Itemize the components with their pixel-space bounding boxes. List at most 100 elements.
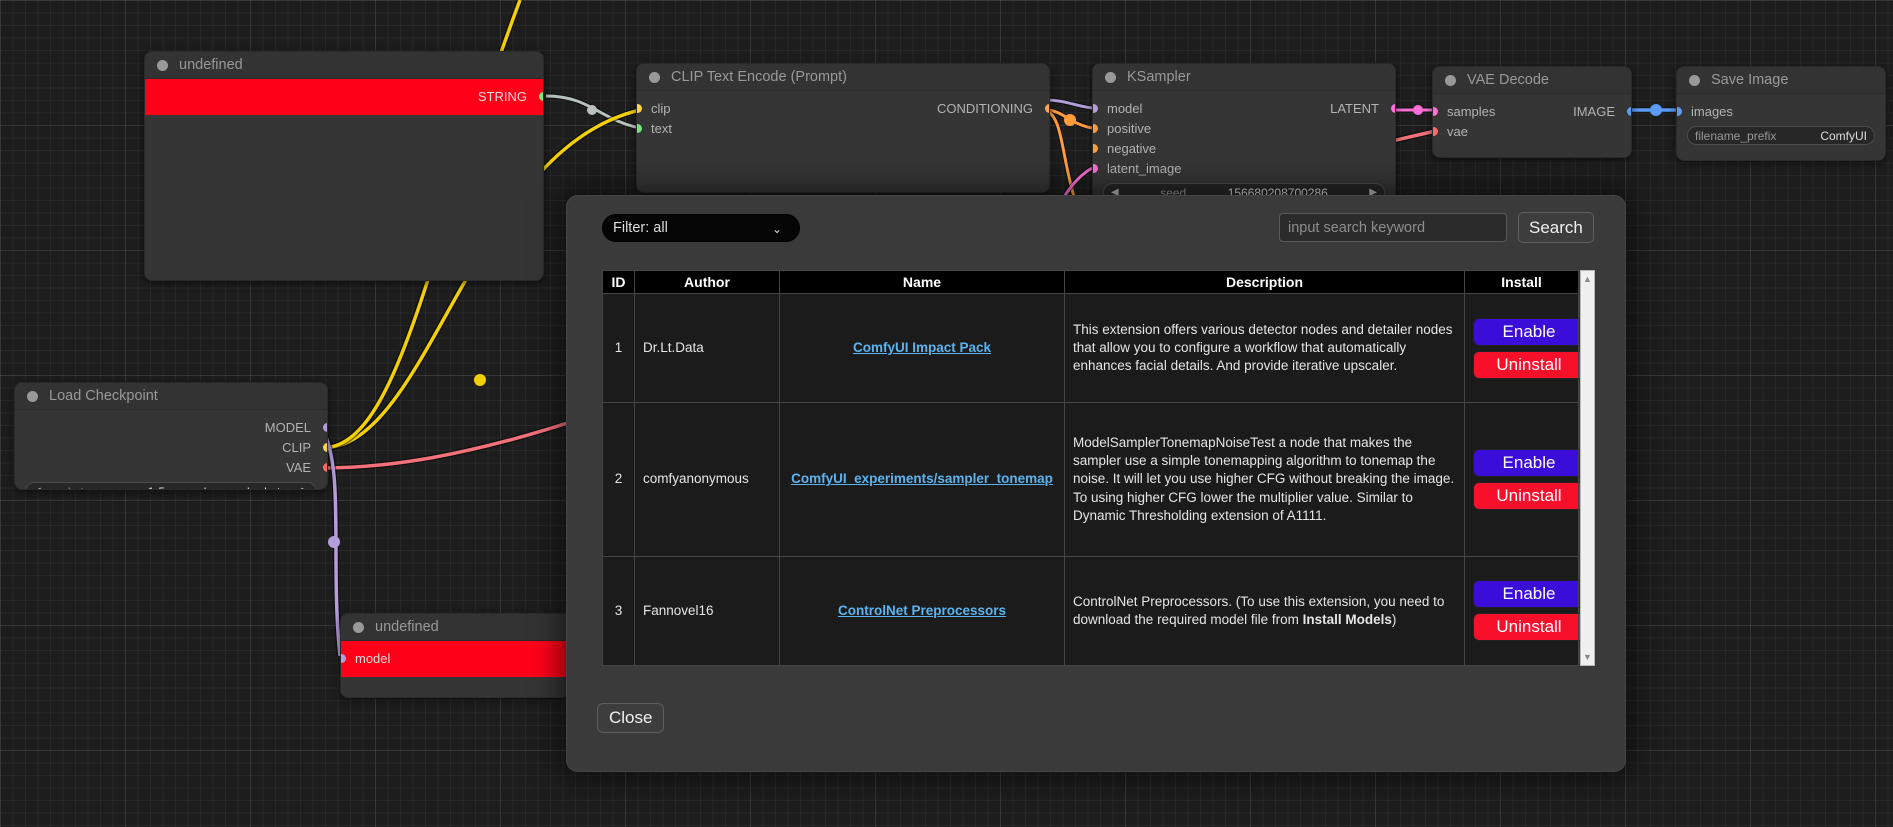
output-slot-string[interactable]: STRING <box>145 86 543 106</box>
input-slot-clip[interactable]: clip <box>637 98 1049 118</box>
cell-description: This extension offers various detector n… <box>1064 292 1465 404</box>
collapse-dot-icon[interactable] <box>1445 74 1456 86</box>
node-title-label: CLIP Text Encode (Prompt) <box>671 69 847 85</box>
input-port-dot[interactable] <box>1433 106 1438 116</box>
input-slot-text[interactable]: text <box>637 118 1049 138</box>
node-title-bar[interactable]: VAE Decode <box>1433 67 1631 94</box>
collapse-dot-icon[interactable] <box>27 390 38 402</box>
uninstall-button[interactable]: Uninstall <box>1473 481 1585 510</box>
input-port-dot[interactable] <box>1093 103 1098 113</box>
node-save-image[interactable]: Save Image images filename_prefix ComfyU… <box>1676 66 1886 161</box>
extension-link[interactable]: ComfyUI_experiments/sampler_tonemap <box>791 471 1053 487</box>
uninstall-button[interactable]: Uninstall <box>1473 350 1585 379</box>
decrement-arrow-icon[interactable]: ◀ <box>1111 187 1119 198</box>
input-slot-label: samples <box>1447 103 1496 119</box>
decrement-arrow-icon[interactable]: ◀ <box>33 486 41 489</box>
output-slot-conditioning[interactable]: CONDITIONING <box>637 98 1049 118</box>
input-slot-samples[interactable]: samples <box>1433 101 1631 121</box>
extension-link[interactable]: ControlNet Preprocessors <box>837 602 1007 618</box>
input-port-dot[interactable] <box>1433 126 1438 136</box>
node-title-bar[interactable]: Save Image <box>1677 67 1885 94</box>
column-header-author: Author <box>634 270 780 294</box>
table-scrollbar[interactable]: ▲ ▼ <box>1580 270 1595 666</box>
input-port-dot[interactable] <box>637 123 642 133</box>
node-title-bar[interactable]: undefined <box>145 52 543 79</box>
input-port-dot[interactable] <box>1093 123 1098 133</box>
triangle-down-icon[interactable]: ▼ <box>1583 652 1592 662</box>
output-slot-label: MODEL <box>264 419 311 435</box>
widget-filename-prefix[interactable]: filename_prefix ComfyUI <box>1687 126 1875 145</box>
cell-author: comfyanonymous <box>634 402 780 557</box>
input-slot-vae[interactable]: vae <box>1433 121 1631 141</box>
node-vae-decode[interactable]: VAE Decode IMAGE samples vae <box>1432 66 1632 158</box>
triangle-up-icon[interactable]: ▲ <box>1583 274 1592 284</box>
uninstall-button[interactable]: Uninstall <box>1473 613 1585 642</box>
output-port-dot[interactable] <box>538 91 543 101</box>
output-slot-clip[interactable]: CLIP <box>15 437 327 457</box>
node-title-bar[interactable]: CLIP Text Encode (Prompt) <box>637 64 1049 91</box>
node-title-bar[interactable]: Load Checkpoint <box>15 383 327 410</box>
output-port-dot[interactable] <box>1044 103 1049 113</box>
increment-arrow-icon[interactable]: ▶ <box>1369 187 1377 198</box>
node-title-label: KSampler <box>1127 69 1191 85</box>
collapse-dot-icon[interactable] <box>1689 74 1700 86</box>
node-title-label: Save Image <box>1711 72 1789 88</box>
output-slot-image[interactable]: IMAGE <box>1433 101 1631 121</box>
enable-button[interactable]: Enable <box>1473 448 1585 477</box>
node-clip-text-encode[interactable]: CLIP Text Encode (Prompt) CONDITIONING c… <box>636 63 1050 193</box>
node-undefined-model[interactable]: undefined model <box>340 613 570 698</box>
input-slot-images[interactable]: images <box>1677 101 1885 121</box>
input-slot-negative[interactable]: negative <box>1093 138 1395 158</box>
enable-button[interactable]: Enable <box>1473 317 1585 346</box>
output-port-dot[interactable] <box>1626 106 1631 116</box>
output-slot-latent[interactable]: LATENT <box>1093 98 1395 118</box>
node-load-checkpoint[interactable]: Load Checkpoint MODEL CLIP VAE ◀ ckpt_na… <box>14 382 328 490</box>
input-port-dot[interactable] <box>1093 163 1098 173</box>
input-slot-latent-image[interactable]: latent_image <box>1093 158 1395 178</box>
node-title-bar[interactable]: undefined <box>341 614 569 641</box>
node-undefined-string[interactable]: undefined STRING <box>144 51 544 281</box>
output-port-dot[interactable] <box>1390 103 1395 113</box>
filter-select[interactable]: Filter: allFilter: installedFilter: not-… <box>602 214 800 242</box>
table-header-row: ID Author Name Description Install <box>602 270 1579 294</box>
output-port-dot[interactable] <box>322 442 327 452</box>
collapse-dot-icon[interactable] <box>157 59 168 71</box>
input-slot-label: model <box>355 650 391 666</box>
input-slot-label: latent_image <box>1107 160 1182 176</box>
column-header-description: Description <box>1064 270 1465 294</box>
node-body: LATENT model positive negative latent_im… <box>1093 91 1395 211</box>
column-header-install: Install <box>1464 270 1579 294</box>
enable-button[interactable]: Enable <box>1473 580 1585 609</box>
cell-description: ControlNet Preprocessors. (To use this e… <box>1064 555 1465 667</box>
close-button[interactable]: Close <box>597 703 665 733</box>
node-title-label: undefined <box>375 619 439 635</box>
output-slot-vae[interactable]: VAE <box>15 457 327 477</box>
output-port-dot[interactable] <box>322 422 327 432</box>
input-slot-label: clip <box>651 100 671 116</box>
output-port-dot[interactable] <box>322 462 327 472</box>
increment-arrow-icon[interactable]: ▶ <box>301 486 309 489</box>
output-slot-model[interactable]: MODEL <box>15 417 327 437</box>
collapse-dot-icon[interactable] <box>353 621 364 633</box>
description-text-post: ) <box>1391 611 1397 627</box>
search-input[interactable] <box>1279 213 1507 242</box>
input-port-dot[interactable] <box>341 653 346 663</box>
widget-name: ckpt_name <box>62 485 121 490</box>
input-port-dot[interactable] <box>1677 106 1682 116</box>
widget-value[interactable]: v1-5-pruned-emaonly.ckpt <box>142 485 281 490</box>
input-port-dot[interactable] <box>637 103 642 113</box>
search-button[interactable]: Search <box>1518 212 1594 243</box>
collapse-dot-icon[interactable] <box>1105 71 1116 83</box>
description-text-pre: ControlNet Preprocessors. (To use this e… <box>1073 593 1445 627</box>
node-title-bar[interactable]: KSampler <box>1093 64 1395 91</box>
widget-ckpt-name[interactable]: ◀ ckpt_name v1-5-pruned-emaonly.ckpt ▶ <box>25 482 317 490</box>
collapse-dot-icon[interactable] <box>649 71 660 83</box>
input-slot-positive[interactable]: positive <box>1093 118 1395 138</box>
input-slot-label: model <box>1107 100 1143 116</box>
cell-install: Enable Uninstall <box>1464 292 1585 404</box>
input-slot-model[interactable]: model <box>341 648 569 668</box>
extension-link[interactable]: ComfyUI Impact Pack <box>852 339 992 355</box>
widget-value[interactable]: ComfyUI <box>1820 128 1867 143</box>
input-port-dot[interactable] <box>1093 143 1098 153</box>
input-slot-model[interactable]: model <box>1093 98 1395 118</box>
